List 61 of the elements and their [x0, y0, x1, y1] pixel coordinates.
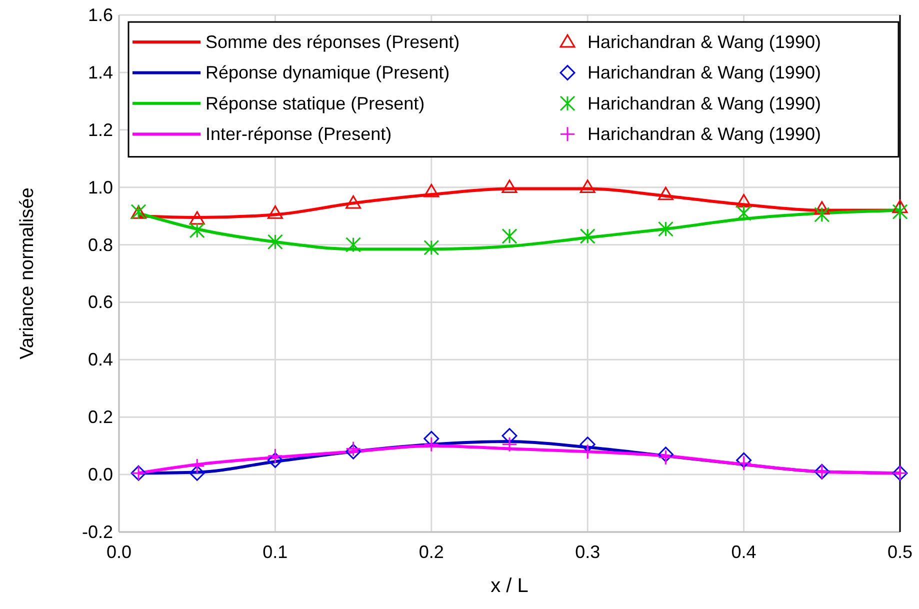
point [424, 430, 440, 446]
x-tick-label: 0.1 [262, 542, 288, 562]
x-tick-label: 0.0 [106, 542, 132, 562]
y-tick-label: 0.6 [88, 292, 113, 312]
legend-label: Réponse dynamique (Present) [206, 62, 450, 83]
legend-label: Réponse statique (Present) [206, 93, 425, 114]
y-axis-title: Variance normalisée [17, 188, 38, 360]
point [267, 205, 283, 219]
point [580, 436, 596, 452]
point [346, 237, 362, 253]
point [892, 200, 908, 214]
point [424, 436, 440, 452]
point [658, 186, 674, 200]
legend-label: Harichandran & Wang (1990) [588, 124, 821, 144]
point [736, 452, 752, 468]
y-tick-label: 1.2 [88, 120, 113, 140]
x-tick-label: 0.3 [575, 542, 600, 562]
point [736, 205, 752, 221]
point [189, 458, 205, 474]
point [346, 195, 362, 209]
x-axis-title: x / L [490, 575, 528, 597]
point [502, 428, 518, 444]
point [424, 184, 440, 198]
point [892, 204, 908, 220]
point [658, 221, 674, 237]
point [189, 222, 205, 238]
point [424, 240, 440, 256]
point [267, 234, 283, 250]
point [736, 455, 752, 471]
point [814, 206, 830, 222]
legend-label: Somme des réponses (Present) [206, 32, 460, 52]
point [736, 194, 752, 208]
point [502, 228, 518, 244]
y-tick-label: 1.6 [88, 5, 113, 25]
x-tick-label: 0.4 [731, 542, 756, 562]
x-tick-label: 0.2 [418, 542, 444, 562]
y-tick-label: 0.4 [88, 350, 113, 370]
point [658, 450, 674, 466]
point [580, 228, 596, 244]
point [580, 180, 596, 193]
y-tick-label: 0.8 [88, 234, 113, 255]
point [346, 440, 362, 456]
point [502, 436, 518, 452]
y-tick-label: 1.0 [88, 177, 113, 198]
point [267, 452, 283, 468]
y-tick-label: 1.4 [88, 62, 113, 82]
point [267, 448, 283, 464]
legend-label: Harichandran & Wang (1990) [588, 93, 821, 114]
point [346, 444, 362, 460]
y-tick-label: -0.2 [82, 522, 113, 542]
point [189, 465, 205, 481]
point [658, 446, 674, 462]
x-tick-label: 0.5 [887, 542, 913, 562]
y-tick-label: 0.0 [88, 464, 113, 485]
point [189, 211, 205, 225]
legend-label: Harichandran & Wang (1990) [588, 32, 821, 52]
point [814, 201, 830, 215]
legend-label: Harichandran & Wang (1990) [588, 62, 821, 83]
legend-label: Inter-réponse (Present) [206, 124, 392, 144]
point [502, 180, 518, 193]
y-tick-label: 0.2 [88, 407, 113, 428]
